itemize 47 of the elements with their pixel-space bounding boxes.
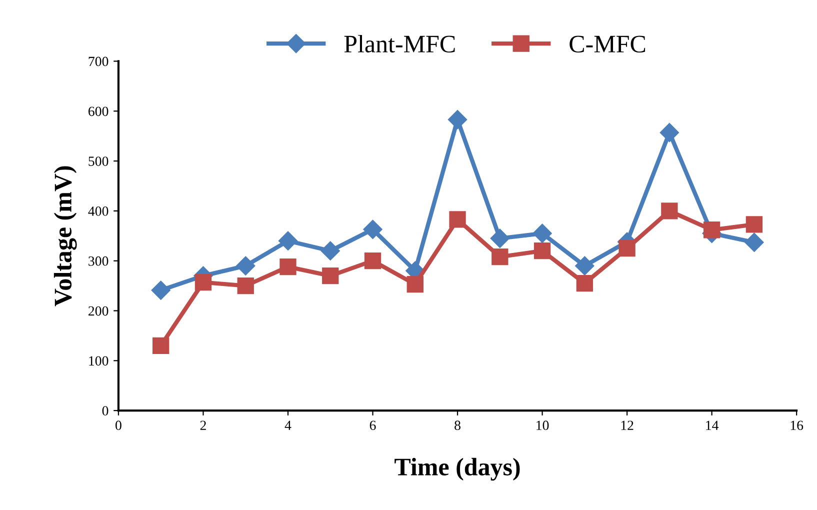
point (364, 252, 382, 270)
y-tick-label: 0 (102, 406, 108, 416)
point (280, 258, 296, 276)
point (492, 248, 508, 266)
point (237, 277, 254, 294)
point (151, 280, 170, 300)
y-tick-label: 500 (88, 156, 108, 166)
y-tick-label: 300 (88, 256, 108, 266)
legend-label: C-MFC (570, 36, 646, 53)
x-tick-label: 2 (200, 420, 206, 430)
x-tick-label: 6 (370, 420, 376, 430)
point (194, 274, 212, 291)
y-tick-label: 100 (89, 356, 108, 366)
point (236, 256, 256, 276)
point (449, 211, 466, 228)
point (322, 267, 339, 284)
x-tick-label: 16 (790, 420, 804, 430)
point (534, 242, 551, 260)
y-tick-label: 200 (88, 306, 108, 316)
point (744, 232, 764, 252)
point (320, 241, 340, 260)
point (406, 276, 424, 293)
x-axis-title: Time (days) (394, 458, 520, 481)
point (661, 202, 678, 220)
y-tick-label: 400 (88, 206, 108, 216)
x-tick-label: 4 (284, 420, 292, 430)
point (576, 274, 593, 292)
point (152, 337, 170, 354)
y-tick-label: 600 (88, 106, 108, 116)
x-tick-label: 12 (621, 420, 634, 430)
point (618, 240, 636, 257)
y-axis-title: Voltage (mV) (54, 166, 77, 306)
y-tick-label: 700 (88, 56, 108, 66)
point (575, 256, 594, 276)
legend-label: Plant-MFC (344, 34, 455, 53)
point (448, 110, 468, 130)
point (363, 220, 382, 239)
point (278, 231, 298, 250)
point (490, 228, 510, 248)
point (703, 222, 720, 238)
x-tick-label: 10 (536, 420, 549, 430)
point (660, 123, 679, 142)
point (532, 224, 552, 243)
x-tick-label: 0 (116, 420, 122, 430)
x-tick-label: 8 (454, 420, 460, 430)
x-tick-label: 14 (706, 420, 719, 430)
point (746, 216, 763, 233)
